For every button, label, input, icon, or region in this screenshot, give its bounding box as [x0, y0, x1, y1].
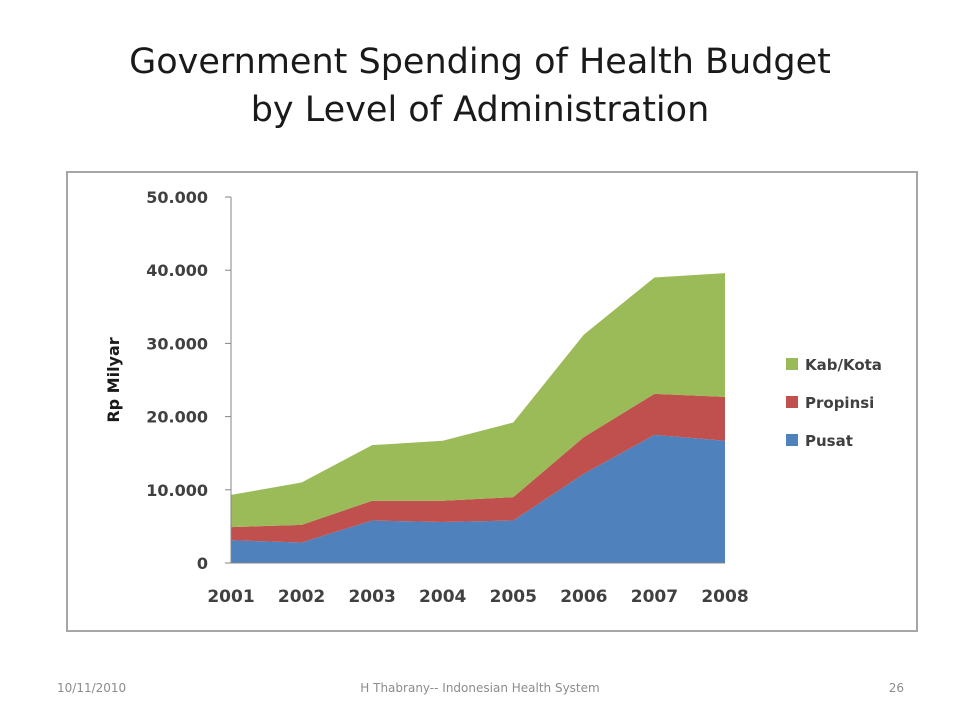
area-pusat [231, 434, 725, 563]
slide-title: Government Spending of Health Budget by … [60, 38, 900, 134]
area-propinsi [231, 393, 725, 543]
y-tick-label: 30.000 [146, 334, 208, 353]
legend-label: Pusat [805, 432, 853, 450]
slide-title-line-2: by Level of Administration [250, 90, 710, 130]
area-kab-kota [231, 273, 725, 528]
footer-page-number: 26 [888, 681, 904, 695]
x-tick-label: 2006 [560, 587, 607, 607]
footer-center-text: H Thabrany-- Indonesian Health System [360, 681, 600, 695]
stacked-area-chart: 0 10.000 20.000 30.000 40.000 50.000 2001 2002 2… [104, 188, 882, 607]
y-tick-label: 10.000 [146, 481, 208, 500]
chart-frame: 0 10.000 20.000 30.000 40.000 50.000 2001 2002 2… [66, 171, 918, 632]
x-tick-label: 2005 [490, 587, 537, 607]
x-tick-label: 2003 [348, 587, 395, 607]
x-tick-label: 2008 [701, 587, 748, 607]
x-tick-label: 2007 [631, 587, 678, 607]
y-tick-label: 20.000 [146, 408, 208, 427]
legend-swatch [786, 434, 798, 446]
legend-swatch [786, 358, 798, 370]
legend-swatch [786, 396, 798, 408]
y-axis-title: Rp Milyar [104, 337, 123, 422]
y-tick-label: 50.000 [146, 188, 208, 207]
x-tick-label: 2004 [419, 587, 466, 607]
legend-label: Kab/Kota [805, 356, 882, 374]
y-tick-label: 40.000 [146, 261, 208, 280]
x-tick-label: 2001 [207, 587, 254, 607]
x-tick-label: 2002 [278, 587, 325, 607]
slide-title-line-1: Government Spending of Health Budget [129, 42, 831, 82]
legend-label: Propinsi [805, 394, 874, 412]
y-tick-label: 0 [197, 554, 208, 573]
footer-date: 10/11/2010 [57, 681, 127, 695]
